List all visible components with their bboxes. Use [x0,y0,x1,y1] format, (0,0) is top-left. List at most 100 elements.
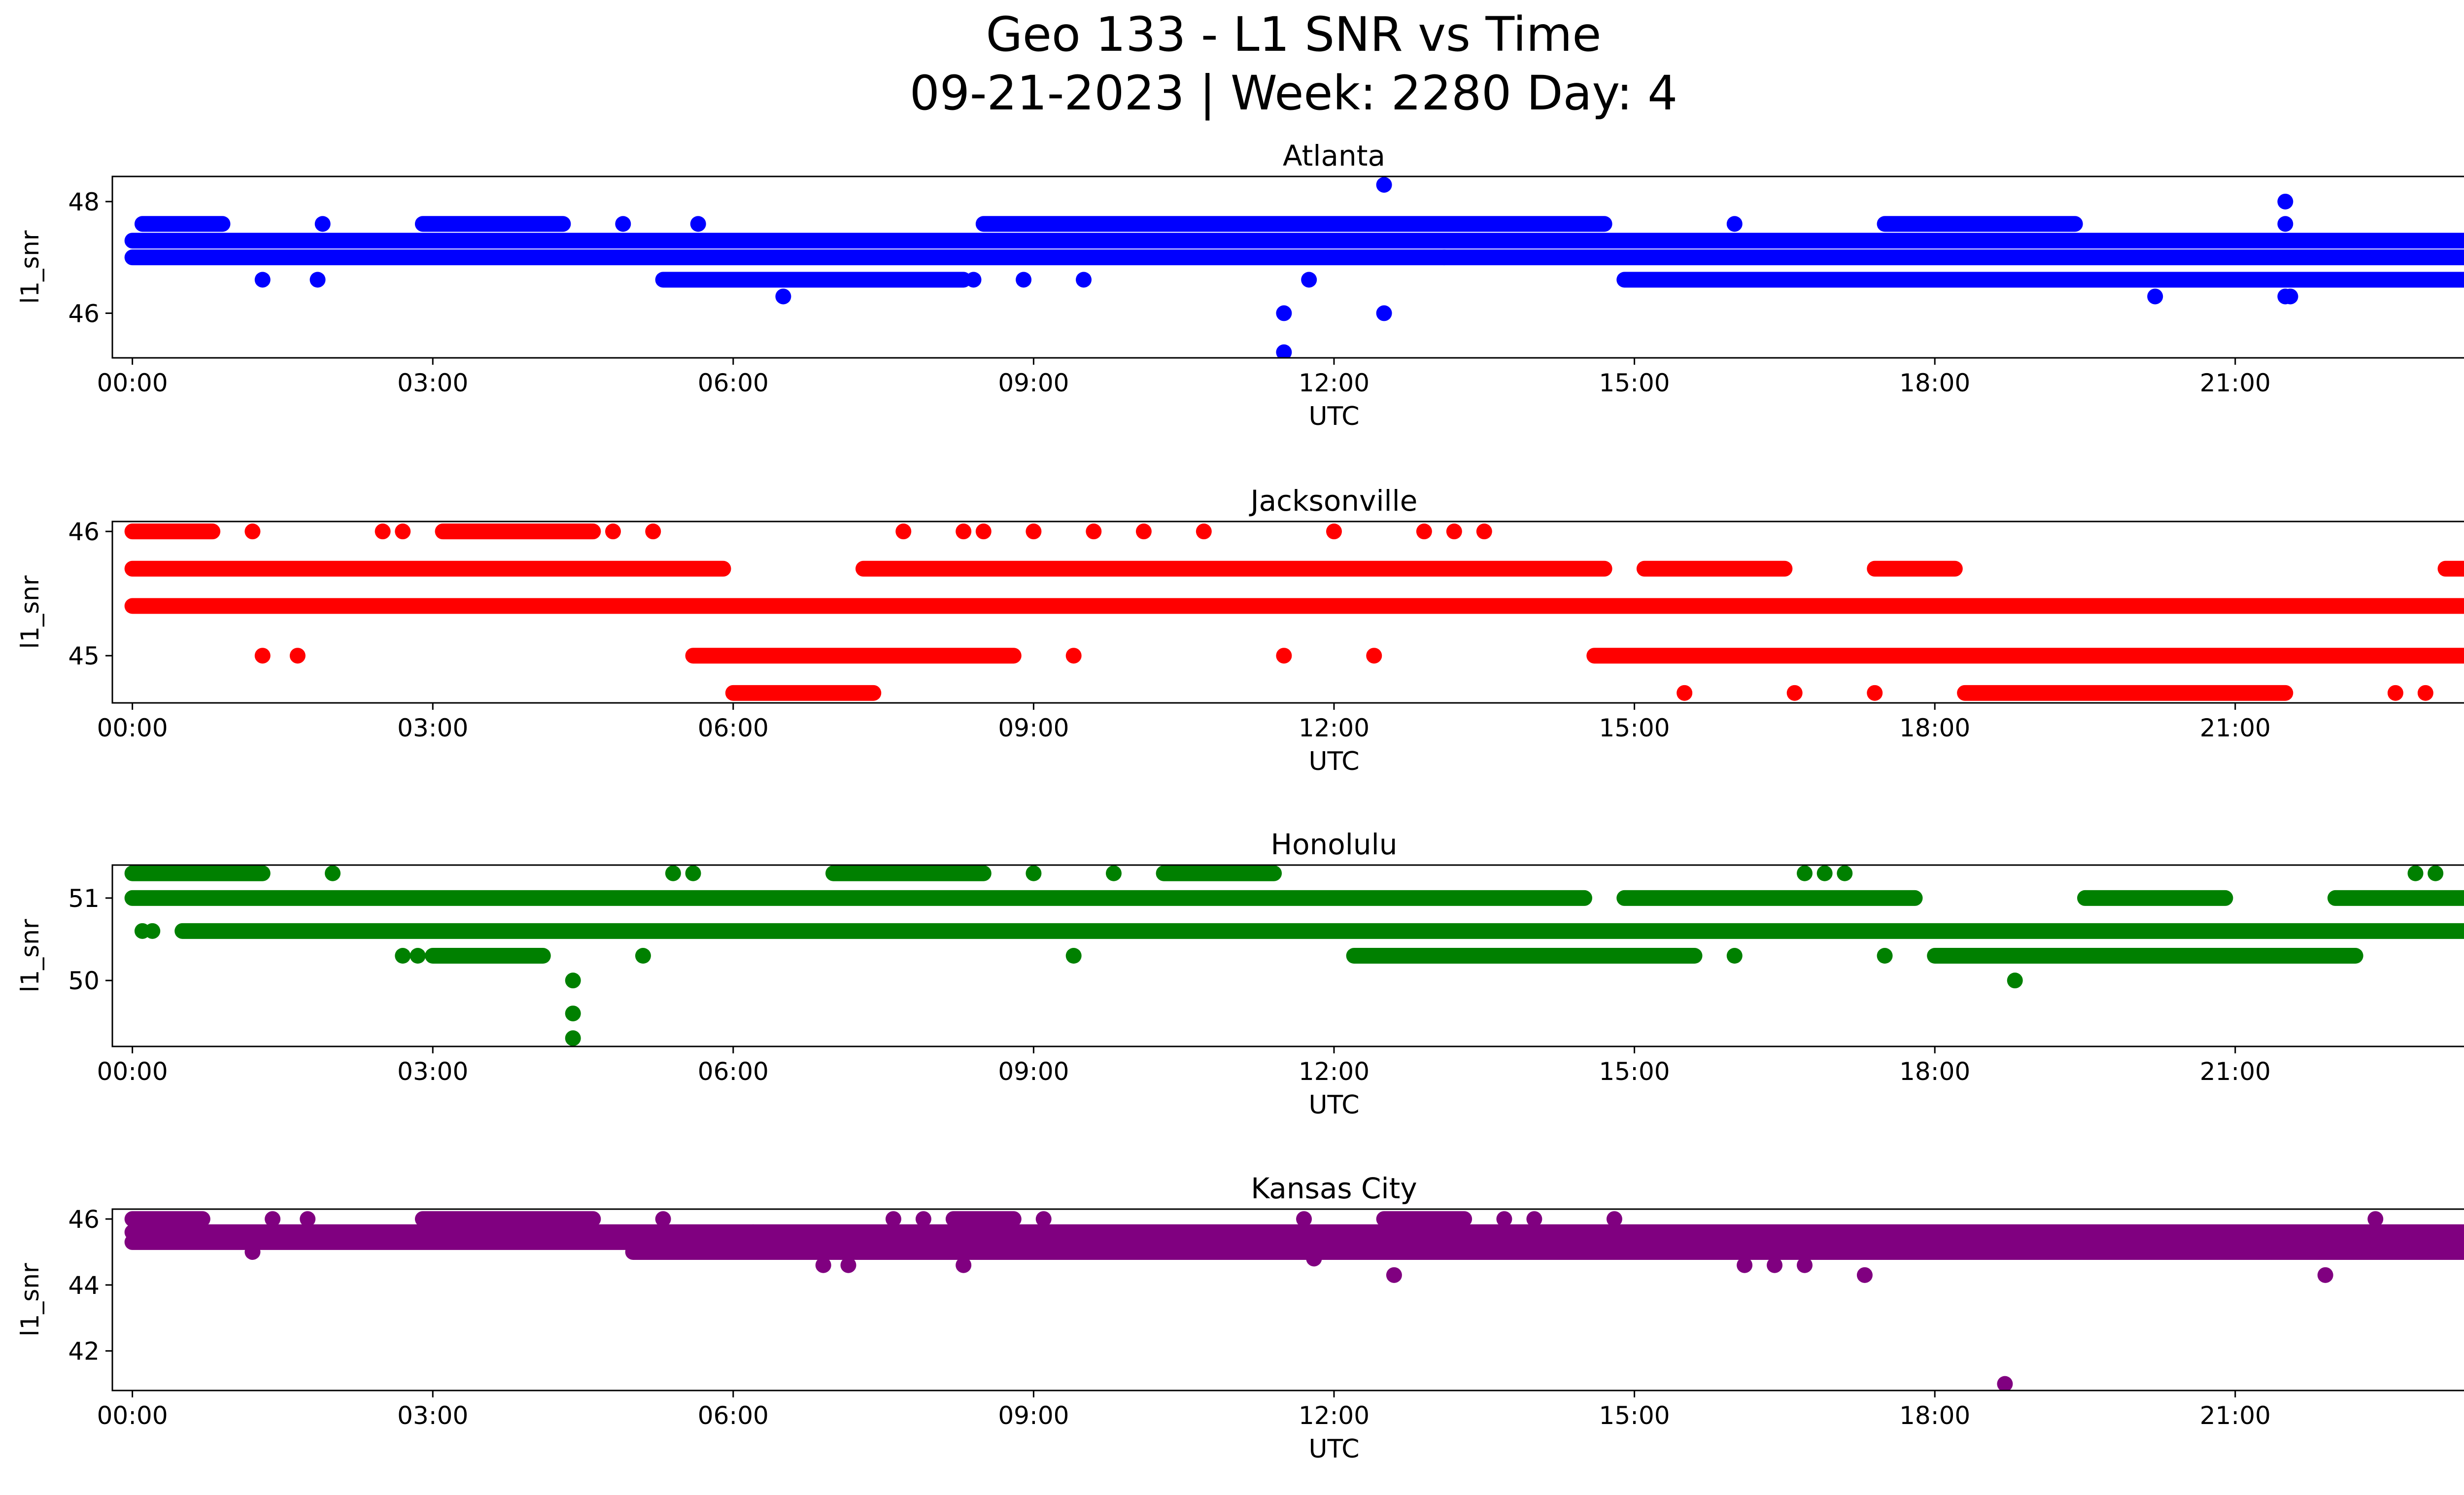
atlanta-xtick-label-2: 06:00 [698,369,769,397]
honolulu-point-19 [2007,973,2023,989]
kansas-city-point-12 [1306,1251,1322,1267]
jacksonville-point-3 [375,523,391,540]
kansas-city-xtick-label-2: 06:00 [698,1401,769,1430]
kansas-city-point-4 [745,1224,761,1240]
honolulu-point-9 [665,865,681,881]
jacksonville-point-2 [289,648,306,664]
kansas-city-point-18 [1737,1257,1753,1273]
jacksonville-point-13 [1135,523,1152,540]
kansas-city-ytick-label-1: 44 [68,1271,100,1300]
kansas-city-xtick-label-4: 12:00 [1299,1401,1369,1430]
atlanta-point-17 [2277,193,2293,209]
honolulu-point-6 [565,1006,581,1022]
atlanta-point-14 [1436,249,1452,266]
kansas-city-title: Kansas City [1251,1172,1417,1205]
kansas-city-point-10 [1035,1211,1052,1227]
kansas-city-point-23 [2317,1267,2333,1283]
kansas-city-point-11 [1296,1211,1312,1227]
honolulu-point-5 [565,973,581,989]
atlanta-data-points [124,176,2464,358]
kansas-city-xtick-label-6: 18:00 [1899,1401,1970,1430]
honolulu-xtick-label-2: 06:00 [698,1057,769,1086]
atlanta-point-7 [1016,272,1032,288]
jacksonville-point-4 [395,523,411,540]
honolulu-point-4 [410,948,426,964]
honolulu-point-11 [1026,865,1042,881]
kansas-city-point-22 [1997,1376,2013,1391]
atlanta-point-1 [309,272,326,288]
honolulu-ylabel: l1_snr [16,919,44,992]
atlanta-point-8 [1076,272,1092,288]
honolulu-xtick-label-0: 00:00 [97,1057,168,1086]
kansas-city-xtick-label-0: 00:00 [97,1401,168,1430]
atlanta-point-13 [1376,305,1392,321]
atlanta-xtick-label-3: 09:00 [998,369,1069,397]
jacksonville-data-points [124,523,2464,701]
kansas-city-point-7 [885,1211,901,1227]
kansas-city-point-16 [1586,1244,1603,1260]
atlanta-point-2 [314,216,331,232]
jacksonville-ytick-label-0: 45 [68,642,100,670]
atlanta-xtick-label-4: 12:00 [1299,369,1369,397]
honolulu-point-2 [325,865,341,881]
kansas-city-point-5 [815,1257,831,1273]
figure-title-line1: Geo 133 - L1 SNR vs Time [986,7,1602,62]
honolulu-xtick-label-4: 12:00 [1299,1057,1369,1086]
atlanta-xtick-label-1: 03:00 [397,369,468,397]
atlanta-xtick-label-7: 21:00 [2200,369,2271,397]
honolulu-xtick-label-7: 21:00 [2200,1057,2271,1086]
kansas-city-point-21 [1856,1267,1873,1283]
jacksonville-point-28 [2417,685,2433,701]
jacksonville-point-6 [645,523,661,540]
jacksonville-xtick-label-6: 18:00 [1899,714,1970,742]
honolulu-point-13 [1105,865,1122,881]
jacksonville-xtick-label-4: 12:00 [1299,714,1369,742]
atlanta-ylabel: l1_snr [16,230,44,304]
atlanta-xtick-label-6: 18:00 [1899,369,1970,397]
jacksonville-point-21 [1677,685,1693,701]
jacksonville-point-9 [975,523,992,540]
atlanta-point-5 [775,288,791,305]
atlanta-xlabel: UTC [1308,402,1359,431]
kansas-city-xlabel: UTC [1308,1434,1359,1464]
atlanta-ytick-label-0: 46 [68,299,100,328]
kansas-city-point-20 [1797,1257,1813,1273]
atlanta-point-20 [2282,288,2298,305]
honolulu-point-21 [2428,865,2444,881]
atlanta-point-3 [615,216,631,232]
atlanta-point-6 [965,272,982,288]
jacksonville-point-20 [1476,523,1492,540]
kansas-city-point-9 [956,1257,972,1273]
atlanta-point-10 [1276,344,1292,358]
honolulu-ytick-label-1: 51 [68,884,100,913]
atlanta-point-0 [254,272,271,288]
honolulu-xlabel: UTC [1308,1090,1359,1120]
atlanta-xtick-label-5: 15:00 [1599,369,1670,397]
jacksonville-point-16 [1326,523,1342,540]
honolulu-data-points [124,865,2464,1046]
kansas-city-xtick-label-7: 21:00 [2200,1401,2271,1430]
honolulu-point-8 [635,948,651,964]
atlanta-point-18 [2277,216,2293,232]
honolulu-xtick-label-6: 18:00 [1899,1057,1970,1086]
honolulu-point-14 [1726,948,1743,964]
jacksonville-point-12 [1086,523,1102,540]
jacksonville-point-23 [1867,685,1883,701]
jacksonville-xtick-label-0: 00:00 [97,714,168,742]
kansas-city-point-3 [655,1211,671,1227]
jacksonville-point-5 [605,523,621,540]
subplot-atlanta: Atlanta 00:00 03:00 06:00 09:00 12:00 15:00 18:… [16,139,2464,431]
figure-title-line2: 09-21-2023 | Week: 2280 Day: 4 [910,66,1678,121]
honolulu-xtick-label-1: 03:00 [397,1057,468,1086]
kansas-city-point-1 [265,1211,281,1227]
kansas-city-xtick-label-3: 09:00 [998,1401,1069,1430]
jacksonville-title: Jacksonville [1249,484,1418,518]
jacksonville-point-27 [2387,685,2403,701]
jacksonville-point-14 [1196,523,1212,540]
kansas-city-xtick-label-1: 03:00 [397,1401,468,1430]
jacksonville-xlabel: UTC [1308,747,1359,776]
jacksonville-point-19 [1446,523,1462,540]
jacksonville-point-1 [254,648,271,664]
kansas-city-point-2 [300,1211,316,1227]
jacksonville-point-18 [1416,523,1432,540]
